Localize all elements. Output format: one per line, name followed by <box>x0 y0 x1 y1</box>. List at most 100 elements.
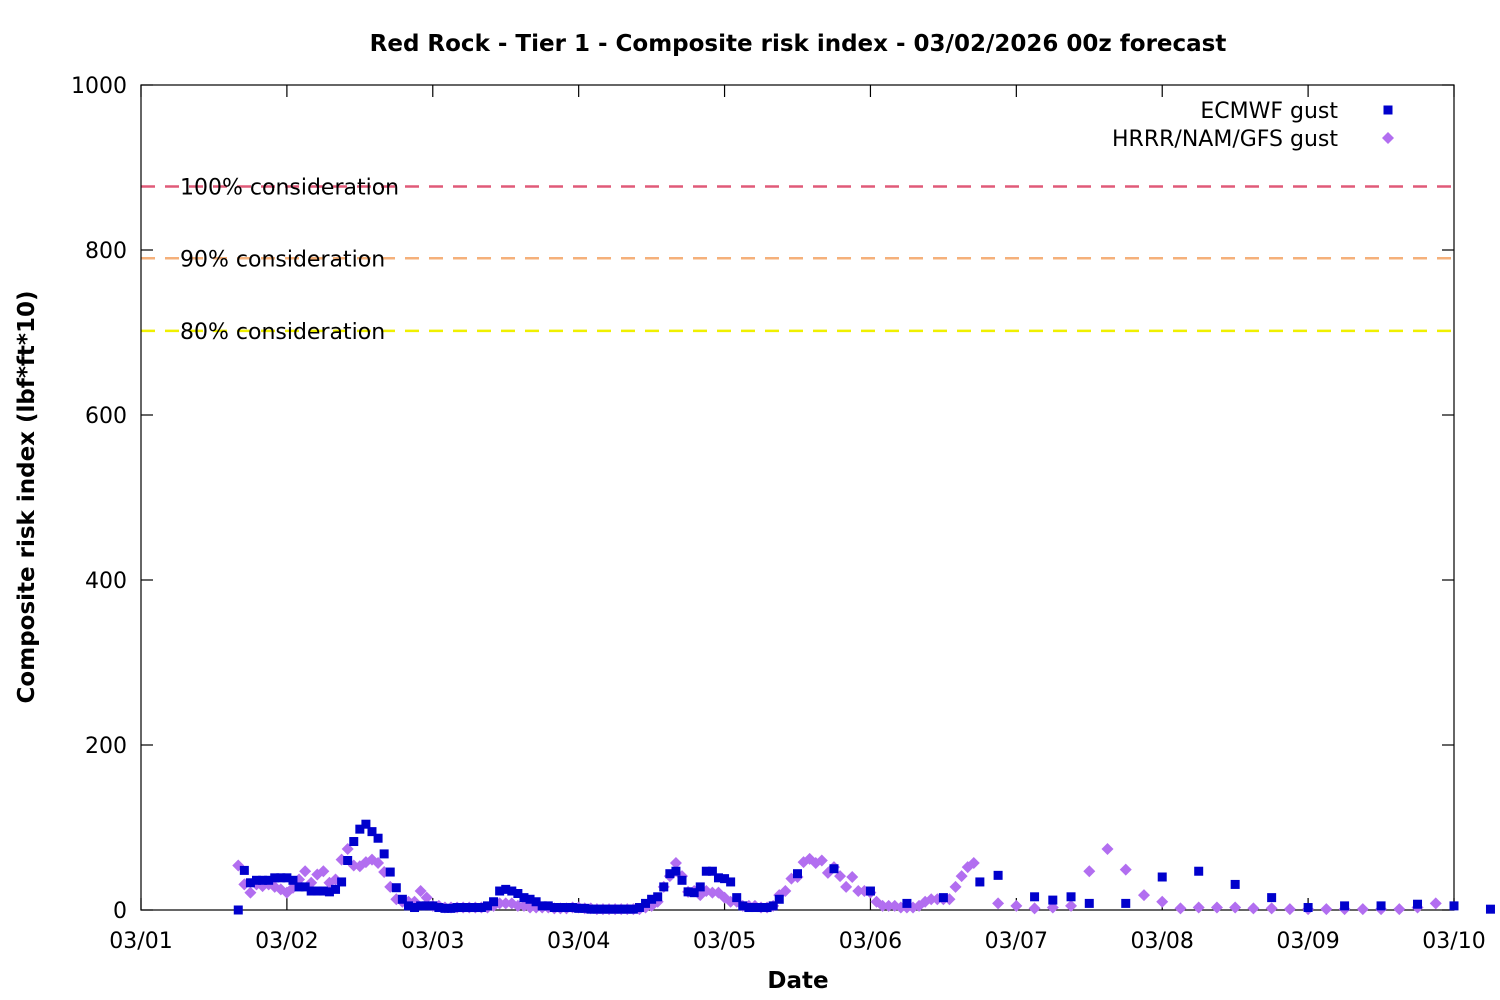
data-point <box>671 866 681 876</box>
data-point <box>993 870 1003 880</box>
data-point <box>258 875 268 885</box>
data-point <box>355 824 365 834</box>
data-point <box>840 880 853 893</box>
data-point <box>1101 842 1114 855</box>
data-point <box>1121 898 1131 908</box>
legend-label: ECMWF gust <box>1200 99 1338 124</box>
data-point <box>665 869 675 879</box>
data-point <box>385 867 395 877</box>
data-point <box>1065 899 1078 912</box>
data-point <box>397 894 407 904</box>
data-point <box>331 884 341 894</box>
data-point <box>852 885 865 898</box>
y-axis-label: Composite risk index (lbf*ft*10) <box>14 291 40 704</box>
data-point <box>876 899 889 912</box>
data-point <box>793 869 802 879</box>
data-point <box>422 901 432 911</box>
data-point <box>294 882 304 892</box>
data-point <box>244 886 257 899</box>
data-point <box>476 903 486 913</box>
data-point <box>955 870 968 883</box>
data-point <box>1303 903 1313 913</box>
data-point <box>1048 895 1058 905</box>
data-point <box>270 873 280 883</box>
data-point <box>738 901 748 911</box>
data-point <box>967 856 980 869</box>
data-point <box>464 903 474 913</box>
data-point <box>1485 904 1495 914</box>
x-tick-label: 03/09 <box>1276 929 1339 954</box>
data-point <box>317 865 330 878</box>
data-point <box>513 889 523 898</box>
data-point <box>586 904 596 914</box>
data-point <box>511 899 524 912</box>
data-point <box>683 887 693 897</box>
data-point <box>604 904 614 914</box>
data-point <box>337 877 347 887</box>
data-point <box>501 884 511 894</box>
data-point <box>610 904 620 914</box>
data-point <box>372 856 385 869</box>
data-point <box>549 903 559 913</box>
data-point <box>669 856 682 869</box>
x-tick-label: 03/06 <box>839 929 902 954</box>
data-point <box>531 897 541 907</box>
data-point <box>391 883 401 893</box>
data-point <box>343 856 353 865</box>
legend-marker <box>1382 132 1394 144</box>
data-point <box>1010 899 1023 912</box>
data-point <box>379 849 389 859</box>
data-point <box>410 903 420 913</box>
data-point <box>361 819 371 829</box>
y-tick-label: 600 <box>85 404 127 429</box>
data-point <box>489 897 499 907</box>
data-point <box>902 898 912 908</box>
data-point <box>525 894 535 904</box>
data-point <box>1174 902 1187 915</box>
x-tick-label: 03/03 <box>401 929 464 954</box>
legend: ECMWF gust HRRR/NAM/GFS gust <box>1112 99 1394 152</box>
x-tick-label: 03/02 <box>255 929 318 954</box>
y-tick-label: 200 <box>85 734 127 759</box>
data-point <box>276 873 286 883</box>
data-point <box>846 871 859 883</box>
data-point <box>1083 865 1096 878</box>
y-tick-label: 1000 <box>71 74 127 99</box>
data-point <box>1157 872 1167 882</box>
data-point <box>574 903 584 913</box>
data-point <box>1084 898 1094 908</box>
data-point <box>992 897 1005 910</box>
data-point <box>1192 901 1205 914</box>
data-point <box>634 903 644 913</box>
data-point <box>641 898 651 908</box>
data-point <box>324 887 334 897</box>
data-point <box>1449 901 1459 911</box>
legend-label: HRRR/NAM/GFS gust <box>1112 127 1338 152</box>
chart-title: Red Rock - Tier 1 - Composite risk index… <box>370 31 1227 57</box>
data-point <box>251 875 261 885</box>
data-point <box>1247 902 1260 915</box>
data-point <box>949 880 962 893</box>
data-point <box>1137 889 1150 902</box>
data-point <box>598 904 608 914</box>
data-point <box>299 865 312 878</box>
data-point <box>239 865 249 875</box>
data-point <box>677 875 687 885</box>
threshold-label: 80% consideration <box>180 320 385 345</box>
x-tick-label: 03/04 <box>547 929 610 954</box>
data-point <box>1030 892 1040 902</box>
data-point <box>495 886 505 896</box>
data-point <box>882 899 895 912</box>
data-point <box>622 904 632 914</box>
data-point <box>1393 903 1406 916</box>
data-point <box>562 903 572 913</box>
data-point <box>507 886 517 896</box>
data-point <box>288 875 298 885</box>
data-point <box>1320 903 1333 916</box>
y-tick-label: 800 <box>85 239 127 264</box>
data-point <box>1210 901 1223 914</box>
data-point <box>726 877 736 887</box>
data-point <box>774 894 784 904</box>
data-point <box>1119 863 1132 876</box>
